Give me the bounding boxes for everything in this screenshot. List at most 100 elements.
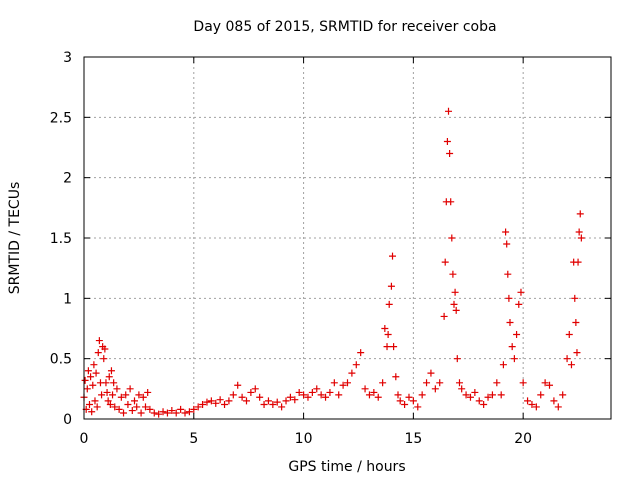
data-point — [361, 385, 369, 393]
data-point — [396, 397, 404, 405]
data-point — [242, 397, 250, 405]
data-point — [229, 391, 237, 399]
data-point — [493, 379, 501, 387]
plot-frame — [83, 56, 612, 420]
data-point — [517, 288, 525, 296]
data-point — [571, 294, 579, 302]
data-point — [462, 391, 470, 399]
data-point — [88, 408, 96, 416]
data-point — [107, 367, 115, 375]
data-point — [541, 379, 549, 387]
x-tick-label: 20 — [514, 431, 532, 447]
data-point — [519, 379, 527, 387]
data-point — [455, 379, 463, 387]
data-point — [93, 403, 101, 411]
data-point — [577, 234, 585, 242]
data-point — [90, 361, 98, 369]
data-point — [573, 349, 581, 357]
data-point — [449, 270, 457, 278]
axis-ticks: 0 0.5 1 1.5 2 2.5 3 0 5 10 15 20 — [50, 50, 611, 447]
data-point — [453, 355, 461, 363]
y-tick-label: 3 — [63, 50, 72, 66]
data-point — [203, 398, 211, 406]
data-point — [452, 306, 460, 314]
data-point — [100, 355, 108, 363]
data-point — [216, 396, 224, 404]
data-point — [84, 367, 92, 375]
data-point — [256, 393, 264, 401]
data-point — [385, 300, 393, 308]
data-point — [137, 409, 145, 417]
data-point — [282, 397, 290, 405]
data-point — [177, 405, 185, 413]
data-point — [448, 234, 456, 242]
data-point — [238, 393, 246, 401]
data-point — [260, 401, 268, 409]
data-point — [510, 355, 518, 363]
data-point — [488, 391, 496, 399]
data-point — [394, 391, 402, 399]
data-point — [95, 337, 103, 345]
data-point — [370, 388, 378, 396]
data-point — [546, 381, 554, 389]
data-point — [443, 137, 451, 145]
data-point — [505, 294, 513, 302]
data-point — [124, 401, 132, 409]
data-point — [405, 393, 413, 401]
data-point — [247, 388, 255, 396]
data-point — [513, 331, 521, 339]
data-point — [330, 379, 338, 387]
data-point — [199, 401, 207, 409]
data-point — [475, 397, 483, 405]
data-point — [87, 373, 95, 381]
data-point — [225, 397, 233, 405]
data-point — [94, 349, 102, 357]
data-point — [445, 107, 453, 115]
data-point — [409, 397, 417, 405]
data-point — [109, 391, 117, 399]
data-point — [431, 385, 439, 393]
data-point — [269, 401, 277, 409]
x-tick-label: 10 — [295, 431, 313, 447]
x-tick-label: 15 — [404, 431, 422, 447]
data-point — [450, 300, 458, 308]
data-point — [115, 405, 123, 413]
data-point — [317, 391, 325, 399]
data-point — [117, 393, 125, 401]
x-tick-label: 5 — [189, 431, 198, 447]
data-point — [427, 369, 435, 377]
data-point — [133, 403, 141, 411]
data-point — [379, 379, 387, 387]
data-point — [466, 393, 474, 401]
data-point — [221, 401, 229, 409]
data-point — [135, 391, 143, 399]
y-tick-label: 1 — [63, 291, 72, 307]
data-point — [264, 397, 272, 405]
data-point — [106, 401, 114, 409]
data-point — [418, 391, 426, 399]
data-point — [383, 343, 391, 351]
data-point — [447, 198, 455, 206]
data-point — [172, 409, 180, 417]
x-tick-label: 0 — [80, 431, 89, 447]
data-point — [207, 397, 215, 405]
data-point — [122, 391, 130, 399]
data-point — [92, 369, 100, 377]
data-point — [550, 397, 558, 405]
data-point — [83, 385, 91, 393]
data-point — [502, 228, 510, 236]
data-point — [168, 407, 176, 415]
data-point — [389, 252, 397, 260]
data-point — [458, 385, 466, 393]
data-point — [554, 403, 562, 411]
data-point — [352, 361, 360, 369]
data-point — [374, 393, 382, 401]
data-point — [326, 388, 334, 396]
y-tick-label: 0.5 — [50, 352, 72, 368]
data-point — [278, 403, 286, 411]
data-point — [574, 258, 582, 266]
data-point — [81, 376, 89, 384]
data-points — [80, 107, 585, 418]
grid — [84, 57, 611, 419]
data-point — [348, 369, 356, 377]
